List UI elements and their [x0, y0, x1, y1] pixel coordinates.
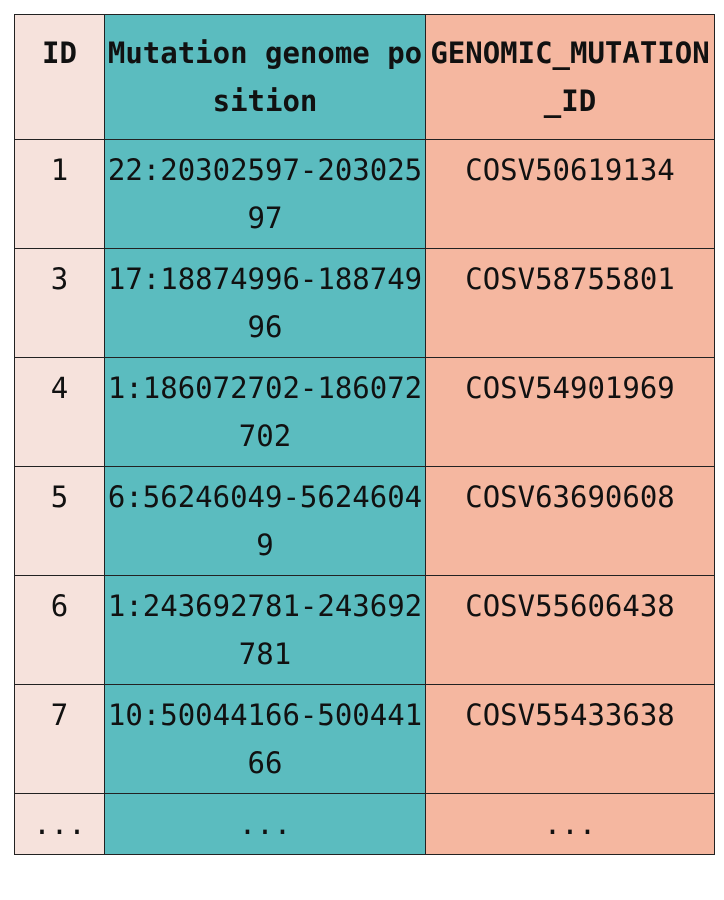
- table-row: 3 17:18874996-18874996 COSV58755801: [14, 248, 715, 358]
- header-genomic-mutation-id: GENOMIC_MUTATION_ID: [425, 14, 715, 140]
- table-body: 1 22:20302597-20302597 COSV50619134 3 17…: [14, 139, 715, 855]
- cell-id: 6: [14, 575, 105, 685]
- cell-position: 1:186072702-186072702: [104, 357, 426, 467]
- cell-position: 10:50044166-50044166: [104, 684, 426, 794]
- header-id: ID: [14, 14, 105, 140]
- cell-genomic-id: COSV55606438: [425, 575, 715, 685]
- mutation-table: ID Mutation genome position GENOMIC_MUTA…: [14, 14, 715, 855]
- cell-position: 17:18874996-18874996: [104, 248, 426, 358]
- table-row: 1 22:20302597-20302597 COSV50619134: [14, 139, 715, 249]
- cell-id: 7: [14, 684, 105, 794]
- header-row: ID Mutation genome position GENOMIC_MUTA…: [14, 14, 715, 140]
- cell-id: 1: [14, 139, 105, 249]
- table-row: 4 1:186072702-186072702 COSV54901969: [14, 357, 715, 467]
- cell-position: 6:56246049-56246049: [104, 466, 426, 576]
- table-row-ellipsis: ... ... ...: [14, 793, 715, 855]
- cell-genomic-id: COSV63690608: [425, 466, 715, 576]
- table-row: 6 1:243692781-243692781 COSV55606438: [14, 575, 715, 685]
- cell-id: 5: [14, 466, 105, 576]
- cell-genomic-id: COSV50619134: [425, 139, 715, 249]
- cell-position: 22:20302597-20302597: [104, 139, 426, 249]
- cell-genomic-id: COSV58755801: [425, 248, 715, 358]
- cell-id: 4: [14, 357, 105, 467]
- header-mutation-genome-position: Mutation genome position: [104, 14, 426, 140]
- table-row: 5 6:56246049-56246049 COSV63690608: [14, 466, 715, 576]
- table-header: ID Mutation genome position GENOMIC_MUTA…: [14, 14, 715, 140]
- table-row: 7 10:50044166-50044166 COSV55433638: [14, 684, 715, 794]
- cell-position: 1:243692781-243692781: [104, 575, 426, 685]
- cell-position-ellipsis: ...: [104, 793, 426, 855]
- cell-genomic-id: COSV54901969: [425, 357, 715, 467]
- cell-genomic-id: COSV55433638: [425, 684, 715, 794]
- cell-id-ellipsis: ...: [14, 793, 105, 855]
- cell-genomic-id-ellipsis: ...: [425, 793, 715, 855]
- cell-id: 3: [14, 248, 105, 358]
